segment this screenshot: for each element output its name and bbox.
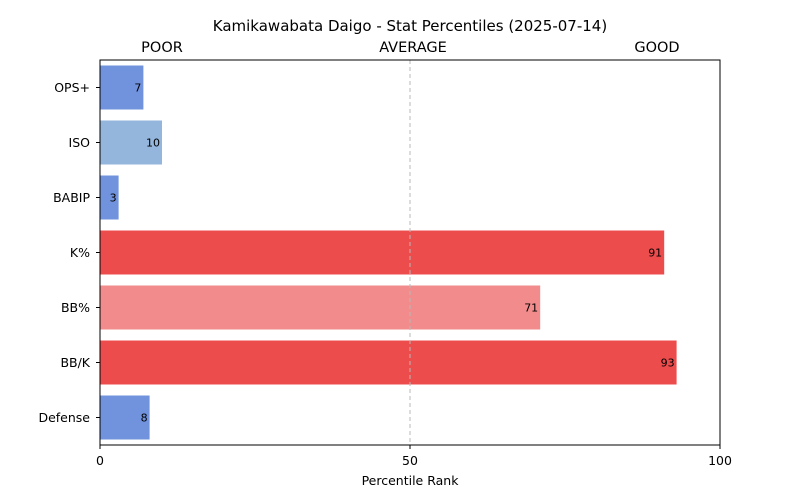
bar-5	[100, 340, 677, 385]
category-label-2: BABIP	[53, 190, 90, 205]
category-label-1: ISO	[69, 135, 91, 150]
bar-value-label-2: 3	[110, 192, 117, 205]
band-label-average: AVERAGE	[379, 40, 447, 56]
category-label-0: OPS+	[54, 80, 90, 95]
bar-4	[100, 285, 541, 330]
band-label-good: GOOD	[634, 40, 679, 56]
bar-value-label-0: 7	[134, 82, 141, 95]
band-label-poor: POOR	[141, 40, 183, 56]
bar-3	[100, 230, 665, 275]
chart-title: Kamikawabata Daigo - Stat Percentiles (2…	[213, 17, 607, 35]
bar-value-label-6: 8	[141, 412, 148, 425]
bar-1	[100, 120, 162, 165]
category-label-3: K%	[70, 245, 90, 260]
bar-value-label-4: 71	[524, 302, 538, 315]
x-axis-label: Percentile Rank	[362, 473, 460, 488]
category-label-4: BB%	[61, 300, 90, 315]
x-tick-label-1: 50	[402, 453, 418, 468]
category-label-5: BB/K	[60, 355, 90, 370]
bar-value-label-1: 10	[146, 137, 160, 150]
bar-2	[100, 175, 119, 220]
x-tick-label-2: 100	[708, 453, 732, 468]
bars-group: 7 10 3 91 71 93 8	[100, 65, 677, 440]
x-axis-ticks: 0 50 100	[96, 445, 732, 468]
x-tick-label-0: 0	[96, 453, 104, 468]
y-axis-categories: OPS+ ISO BABIP K% BB% BB/K Defense	[38, 80, 100, 425]
bar-value-label-3: 91	[648, 247, 662, 260]
bar-value-label-5: 93	[661, 357, 675, 370]
category-label-6: Defense	[38, 410, 90, 425]
bar-6	[100, 395, 150, 440]
bar-0	[100, 65, 144, 110]
